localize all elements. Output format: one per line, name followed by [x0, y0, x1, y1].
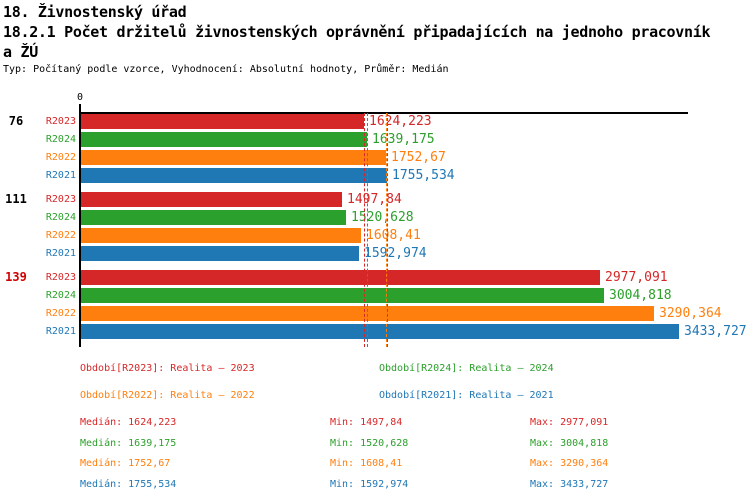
bar	[81, 150, 386, 165]
bar-value-label: 1520,628	[351, 210, 414, 225]
bar-value-label: 1497,84	[347, 192, 402, 207]
series-row-label: R2021	[45, 248, 76, 259]
bar-value-label: 3290,364	[659, 306, 722, 321]
bar	[81, 210, 346, 225]
report-section-title: 18. Živnostenský úřad	[3, 3, 187, 21]
legend-item: Období[R2022]: Realita – 2022	[80, 390, 255, 401]
median-line	[366, 113, 368, 347]
indicator-title-line1: 18.2.1 Počet držitelů živnostenských opr…	[3, 23, 711, 41]
stat-max: Max: 3004,818	[530, 438, 609, 449]
stat-median: Medián: 1752,67	[80, 458, 171, 469]
bar	[81, 168, 387, 183]
series-row-label: R2022	[45, 152, 76, 163]
chart-meta-info: Typ: Počítaný podle vzorce, Vyhodnocení:…	[3, 64, 449, 75]
group-label: 76	[8, 114, 24, 128]
bar	[81, 114, 364, 129]
bar-value-label: 3004,818	[609, 288, 672, 303]
bar	[81, 228, 361, 243]
series-row-label: R2021	[45, 326, 76, 337]
series-row-label: R2022	[45, 230, 76, 241]
indicator-title-line2: a ŽÚ	[3, 43, 38, 61]
bar	[81, 132, 367, 147]
median-line	[386, 113, 388, 347]
x-axis-line	[79, 112, 688, 114]
series-row-label: R2024	[45, 290, 76, 301]
stat-median: Medián: 1755,534	[80, 479, 177, 490]
bar	[81, 246, 359, 261]
y-axis-line	[79, 104, 81, 347]
legend-item: Období[R2021]: Realita – 2021	[379, 390, 554, 401]
bar-value-label: 2977,091	[605, 270, 668, 285]
series-row-label: R2023	[45, 272, 76, 283]
series-row-label: R2022	[45, 308, 76, 319]
median-line	[363, 113, 365, 347]
bar-value-label: 1624,223	[369, 114, 432, 129]
stat-max: Max: 3290,364	[530, 458, 609, 469]
series-row-label: R2023	[45, 116, 76, 127]
bar	[81, 270, 600, 285]
series-row-label: R2021	[45, 170, 76, 181]
stat-min: Min: 1608,41	[330, 458, 403, 469]
stat-median: Medián: 1624,223	[80, 417, 177, 428]
bar-value-label: 1752,67	[391, 150, 446, 165]
bar	[81, 324, 679, 339]
bar-value-label: 3433,727	[684, 324, 747, 339]
stat-max: Max: 2977,091	[530, 417, 609, 428]
series-row-label: R2023	[45, 194, 76, 205]
stat-min: Min: 1497,84	[330, 417, 403, 428]
legend-item: Období[R2023]: Realita – 2023	[80, 363, 255, 374]
group-label: 139	[5, 270, 27, 284]
stat-max: Max: 3433,727	[530, 479, 609, 490]
series-row-label: R2024	[45, 212, 76, 223]
stat-median: Medián: 1639,175	[80, 438, 177, 449]
stat-min: Min: 1592,974	[330, 479, 409, 490]
bar	[81, 192, 342, 207]
bar-value-label: 1592,974	[364, 246, 427, 261]
stat-min: Min: 1520,628	[330, 438, 409, 449]
bar-value-label: 1608,41	[366, 228, 421, 243]
series-row-label: R2024	[45, 134, 76, 145]
bar-value-label: 1639,175	[372, 132, 435, 147]
group-label: 111	[5, 192, 27, 206]
x-axis-zero-label: 0	[76, 92, 84, 103]
bar-value-label: 1755,534	[392, 168, 455, 183]
bar	[81, 288, 604, 303]
legend-item: Období[R2024]: Realita – 2024	[379, 363, 554, 374]
